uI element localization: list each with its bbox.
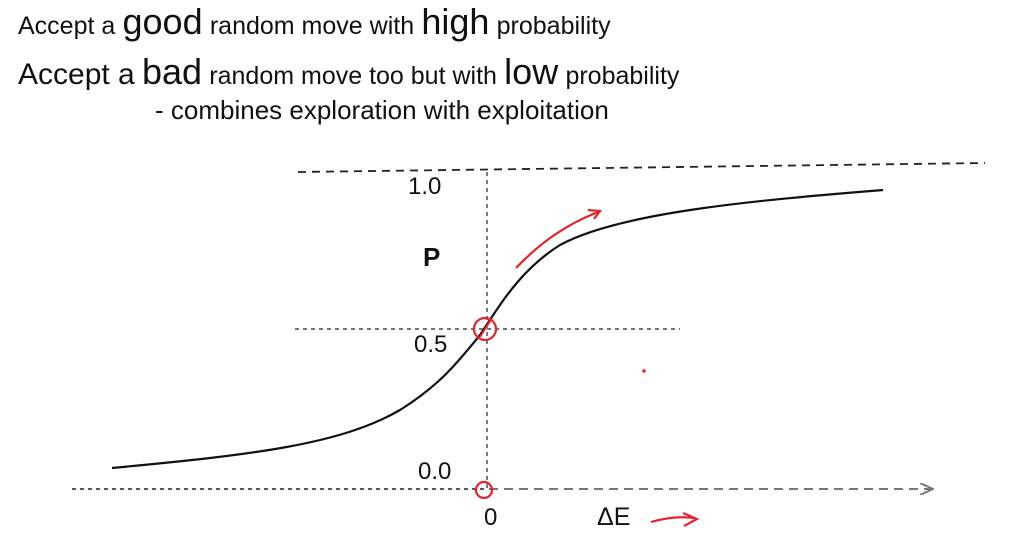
annotation-dot bbox=[642, 369, 646, 373]
sigmoid-curve bbox=[111, 188, 884, 470]
y-axis-label: P bbox=[423, 242, 440, 272]
heading-line-2: Accept a bad random move too but with lo… bbox=[18, 50, 679, 98]
heading-word-low: low bbox=[504, 51, 559, 92]
heading-word-high: high bbox=[421, 1, 490, 42]
y-tick-1-0: 1.0 bbox=[408, 173, 441, 200]
annotation-circle-origin bbox=[474, 480, 494, 500]
heading-word-good: good bbox=[122, 1, 203, 42]
annotation-slash bbox=[479, 317, 493, 338]
annotation-arrow-up bbox=[515, 210, 599, 269]
x-axis-label: ΔE bbox=[597, 503, 630, 531]
heading-line-2-mid: random move too but with bbox=[209, 62, 497, 90]
heading-line-1: Accept a good random move with high prob… bbox=[18, 0, 611, 48]
annotation-circle-mid bbox=[472, 316, 498, 342]
y-tick-0-5: 0.5 bbox=[414, 331, 447, 358]
heading-line-2-pre: Accept a bbox=[18, 58, 135, 91]
y-tick-0-0: 0.0 bbox=[418, 458, 451, 485]
top-dashed-line bbox=[297, 162, 986, 173]
heading-line-1-pre: Accept a bbox=[18, 12, 116, 40]
heading-line-1-end: probability bbox=[496, 12, 611, 40]
heading-line-1-mid: random move with bbox=[209, 12, 415, 40]
x-tick-zero: 0 bbox=[484, 504, 497, 531]
annotation-arrow-right-head bbox=[682, 511, 700, 527]
annotation-arrow-up-head bbox=[587, 208, 603, 220]
heading-line-3: - combines exploration with exploitation bbox=[155, 95, 609, 125]
heading-line-2-end: probability bbox=[565, 62, 680, 90]
heading-word-bad: bad bbox=[141, 51, 203, 92]
annotation-arrow-right bbox=[650, 516, 696, 524]
